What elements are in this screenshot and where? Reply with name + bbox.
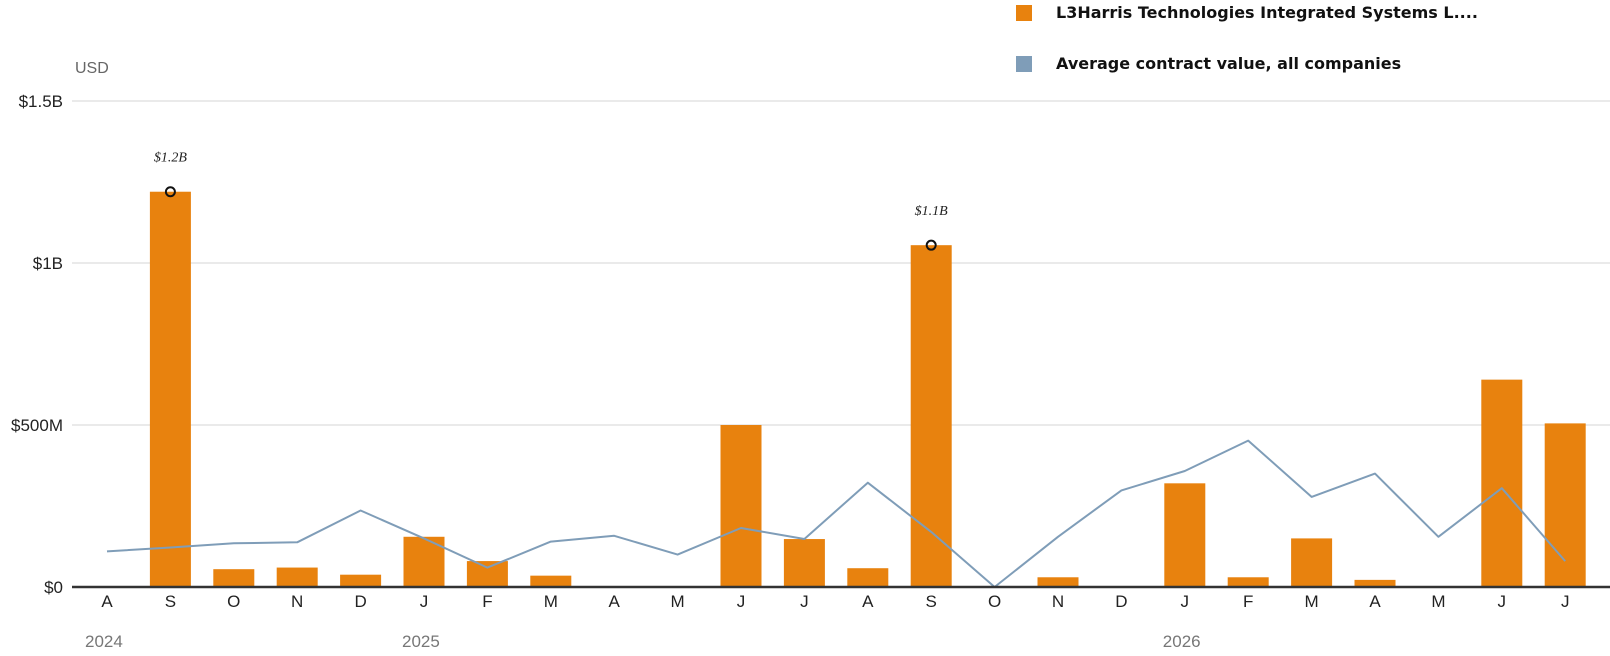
x-tick-label: D — [1115, 592, 1127, 611]
x-tick-label: N — [1052, 592, 1064, 611]
x-tick-label: A — [101, 592, 113, 611]
x-tick-label: J — [1498, 592, 1507, 611]
bar[interactable] — [1544, 423, 1586, 587]
x-tick-label: O — [988, 592, 1001, 611]
bar[interactable] — [530, 575, 572, 587]
x-tick-label: A — [1369, 592, 1381, 611]
annotation-label: $1.2B — [154, 151, 188, 166]
bar[interactable] — [1481, 379, 1523, 587]
bar[interactable] — [1227, 577, 1269, 587]
x-tick-label: J — [800, 592, 809, 611]
x-tick-label: J — [737, 592, 746, 611]
legend-label: L3Harris Technologies Integrated Systems… — [1056, 3, 1478, 22]
average-line-series — [106, 439, 1566, 588]
bar[interactable] — [1354, 579, 1396, 587]
annotation-marker — [925, 239, 937, 251]
bar[interactable] — [213, 569, 255, 587]
y-tick-label: $500M — [11, 416, 63, 435]
x-tick-label: M — [544, 592, 558, 611]
x-axis-year-labels: 2024 2025 2026 — [85, 632, 1201, 651]
gridlines — [72, 100, 1610, 426]
bar[interactable] — [276, 567, 318, 587]
x-tick-label: M — [1431, 592, 1445, 611]
x-tick-label: S — [165, 592, 176, 611]
bar[interactable] — [1037, 577, 1079, 587]
bar[interactable] — [340, 574, 382, 587]
x-tick-label: A — [609, 592, 621, 611]
average-line[interactable] — [106, 439, 1566, 588]
y-axis-tick-labels: $0 $500M $1B $1.5B — [11, 92, 63, 597]
year-label: 2024 — [85, 632, 123, 651]
x-tick-label: N — [291, 592, 303, 611]
x-tick-label: J — [1561, 592, 1570, 611]
legend-label: Average contract value, all companies — [1056, 54, 1402, 73]
y-tick-label: $0 — [44, 578, 63, 597]
legend-swatch-blue — [1016, 56, 1032, 72]
x-tick-label: D — [354, 592, 366, 611]
x-tick-label: F — [1243, 592, 1253, 611]
bar[interactable] — [1291, 538, 1333, 587]
x-tick-label: J — [1181, 592, 1190, 611]
bar-series — [149, 191, 1586, 587]
bar[interactable] — [466, 561, 508, 587]
y-tick-label: $1.5B — [19, 92, 63, 111]
year-label: 2025 — [402, 632, 440, 651]
x-tick-label: M — [671, 592, 685, 611]
x-tick-label: A — [862, 592, 874, 611]
bar[interactable] — [783, 539, 825, 587]
annotation-marker — [164, 186, 176, 198]
bar[interactable] — [847, 568, 889, 587]
y-tick-label: $1B — [33, 254, 63, 273]
bar[interactable] — [910, 245, 952, 587]
y-axis-unit-label: USD — [75, 60, 109, 77]
x-tick-label: F — [482, 592, 492, 611]
annotation-label: $1.1B — [915, 204, 949, 219]
bar[interactable] — [720, 425, 762, 587]
legend-swatch-orange — [1016, 5, 1032, 21]
x-tick-label: O — [227, 592, 240, 611]
x-tick-label: S — [926, 592, 937, 611]
year-label: 2026 — [1163, 632, 1201, 651]
x-tick-label: J — [420, 592, 429, 611]
bar[interactable] — [1164, 483, 1206, 587]
bar[interactable] — [149, 191, 191, 587]
annotations: $1.2B $1.1B — [154, 151, 949, 251]
x-tick-label: M — [1305, 592, 1319, 611]
